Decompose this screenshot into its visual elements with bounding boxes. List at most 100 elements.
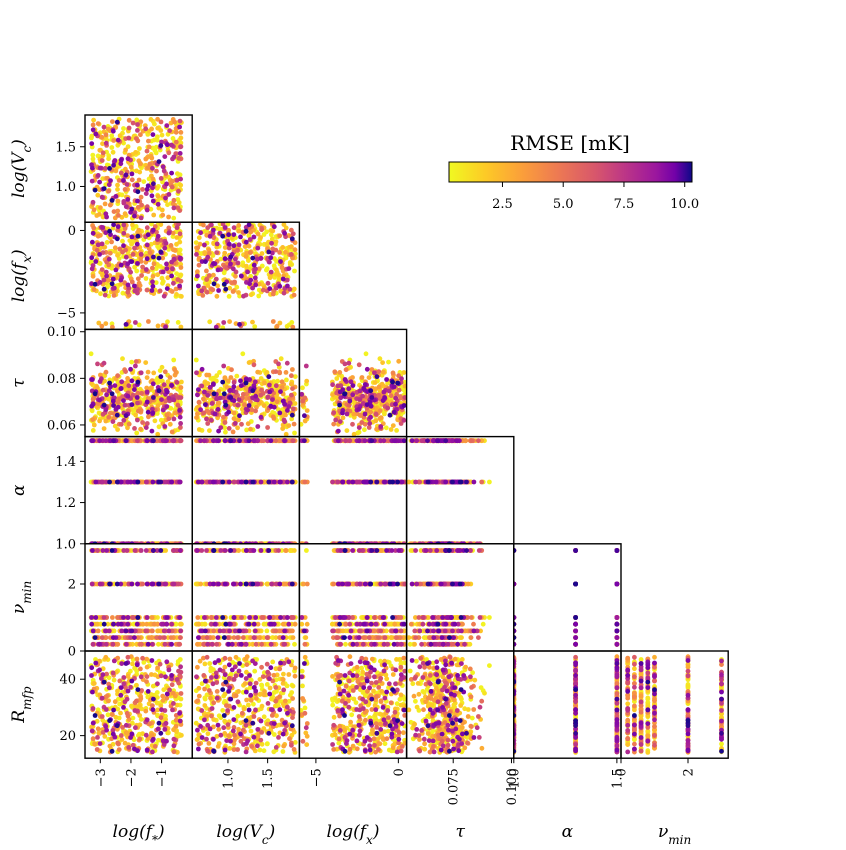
data-point: [289, 373, 294, 379]
data-point: [102, 166, 108, 171]
data-point: [243, 380, 249, 386]
data-point: [239, 421, 244, 427]
data-point: [109, 198, 115, 203]
data-point: [277, 479, 283, 485]
data-point: [259, 251, 265, 256]
data-point: [103, 230, 109, 236]
data-point: [114, 479, 120, 485]
data-point: [136, 322, 142, 328]
data-point: [146, 138, 151, 144]
data-point: [214, 241, 220, 247]
data-point: [356, 362, 362, 368]
data-point: [113, 267, 119, 273]
data-point: [150, 198, 156, 204]
data-point: [100, 150, 106, 156]
data-point: [252, 379, 258, 385]
data-point: [236, 397, 242, 402]
data-point: [205, 254, 211, 260]
data-point: [270, 397, 275, 402]
data-point: [138, 426, 144, 432]
data-point: [364, 366, 370, 372]
data-point: [347, 438, 353, 444]
data-point: [202, 229, 208, 234]
data-point: [171, 197, 177, 203]
data-point: [89, 381, 94, 386]
data-point: [274, 323, 280, 329]
data-point: [226, 409, 232, 415]
data-point: [271, 479, 277, 485]
data-point: [115, 373, 121, 379]
data-point: [273, 383, 279, 389]
data-point: [335, 479, 341, 485]
data-point: [134, 182, 140, 188]
data-point: [253, 266, 258, 272]
data-point: [222, 425, 228, 431]
data-point: [164, 261, 169, 267]
data-point: [251, 358, 256, 364]
data-point: [268, 269, 274, 275]
data-point: [111, 138, 117, 143]
data-point: [164, 142, 170, 148]
data-point: [150, 165, 155, 171]
data-point: [396, 438, 402, 444]
data-point: [387, 412, 393, 418]
data-point: [302, 479, 308, 485]
data-point: [217, 230, 223, 236]
panel-fx-vs-alpha: [298, 435, 408, 545]
data-point: [289, 252, 294, 257]
data-point: [356, 429, 362, 435]
data-point: [111, 285, 117, 291]
data-point: [226, 241, 232, 247]
data-point: [171, 205, 177, 211]
data-point: [90, 273, 96, 279]
data-point: [277, 369, 282, 375]
data-point: [240, 391, 246, 397]
data-point: [343, 367, 349, 373]
data-point: [178, 144, 184, 150]
data-point: [133, 363, 138, 369]
data-point: [383, 425, 389, 431]
data-point: [143, 267, 149, 272]
data-point: [89, 255, 95, 261]
data-point: [250, 479, 256, 485]
data-point: [222, 438, 228, 444]
data-point: [302, 413, 307, 419]
data-point: [209, 401, 215, 406]
data-point: [105, 126, 111, 132]
data-point: [279, 265, 285, 270]
data-point: [207, 319, 213, 325]
data-point: [220, 379, 226, 385]
data-point: [155, 380, 160, 385]
data-point: [240, 351, 246, 357]
data-point: [155, 193, 161, 199]
data-point: [171, 154, 177, 160]
data-point: [393, 395, 399, 401]
data-point: [286, 404, 292, 409]
data-point: [284, 377, 289, 383]
data-point: [351, 431, 357, 437]
data-point: [178, 421, 184, 426]
data-point: [135, 417, 140, 423]
data-point: [330, 382, 335, 388]
data-point: [290, 367, 295, 372]
data-point: [209, 286, 214, 292]
data-point: [107, 228, 112, 234]
data-point: [222, 376, 228, 381]
data-point: [150, 406, 155, 412]
data-point: [103, 269, 109, 275]
data-point: [118, 282, 123, 287]
data-point: [97, 418, 102, 424]
data-point: [236, 417, 242, 423]
data-point: [350, 375, 355, 380]
data-point: [206, 273, 212, 278]
data-point: [193, 357, 199, 363]
data-point: [95, 192, 101, 198]
data-point: [244, 263, 249, 269]
data-point: [132, 426, 137, 431]
data-point: [121, 126, 126, 131]
data-point: [212, 411, 218, 417]
data-point: [155, 323, 161, 329]
data-point: [270, 250, 275, 256]
data-point: [267, 259, 272, 265]
data-point: [116, 399, 121, 405]
